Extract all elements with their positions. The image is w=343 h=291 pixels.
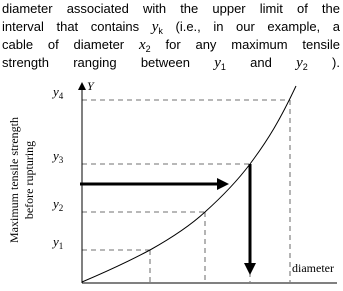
variable: y — [51, 234, 59, 249]
subscript: 1 — [220, 62, 226, 72]
text-run: ). — [332, 55, 340, 70]
variable: y — [51, 84, 59, 99]
variable: y — [214, 55, 221, 71]
text-run: interval that contains — [2, 19, 140, 34]
y-level-label: y2 — [51, 196, 63, 213]
text-line: strength ranging between y1 and y2 ). — [2, 54, 340, 72]
subscript: 2 — [59, 203, 64, 213]
y-level-label: y4 — [51, 84, 64, 101]
text-run: and — [250, 55, 272, 70]
text-line: cable of diameter x2 for any maximum ten… — [2, 36, 340, 54]
variable: y — [51, 196, 59, 211]
y-axis-title: Maximum tensile strength — [7, 117, 21, 243]
text-run: (i.e., in our example, a — [175, 19, 340, 34]
subscript: 4 — [59, 91, 64, 101]
y-level-label: y1 — [51, 234, 63, 251]
variable: y — [296, 55, 303, 71]
text-run: strength ranging between — [2, 55, 190, 70]
variable: x — [138, 37, 146, 53]
y-axis-title: before rupturing — [22, 141, 36, 219]
dashed-guides — [82, 99, 291, 282]
subscript: 2 — [145, 44, 151, 54]
paragraph: diameter associated with the upper limit… — [2, 0, 340, 72]
subscript: 1 — [59, 241, 64, 251]
y-axis-symbol: Y — [87, 79, 95, 93]
text-run: cable of diameter — [2, 37, 125, 52]
subscript: 2 — [302, 62, 308, 72]
x-axis-label: diameter — [292, 261, 334, 275]
text-line: diameter associated with the upper limit… — [2, 0, 340, 18]
text-run: diameter associated with the upper limit… — [2, 1, 340, 16]
variable: y — [51, 148, 59, 163]
curve — [81, 85, 297, 283]
variable: y — [151, 19, 159, 35]
subscript: 3 — [59, 155, 64, 165]
y-level-label: y3 — [51, 148, 64, 165]
text-line: interval that contains yk (i.e., in our … — [2, 18, 340, 36]
subscript: k — [158, 26, 163, 36]
text-run: for any maximum tensile — [165, 37, 340, 52]
